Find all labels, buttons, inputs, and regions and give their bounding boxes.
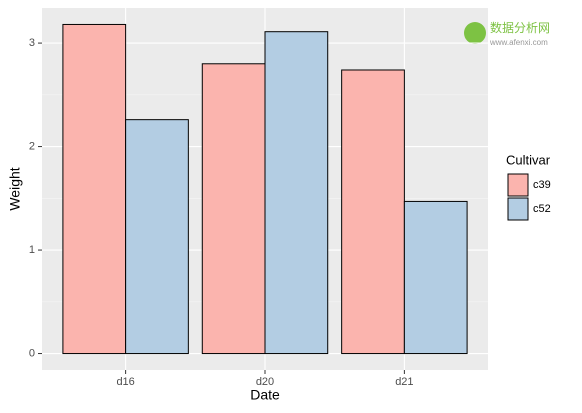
bar	[201, 63, 266, 355]
bar	[62, 23, 127, 355]
legend-key	[507, 173, 529, 197]
bar	[341, 69, 405, 355]
y-axis-title: Weight	[7, 167, 23, 210]
x-tick-label: d21	[395, 376, 413, 388]
legend-label: c39	[533, 179, 551, 191]
legend-label: c52	[533, 203, 551, 215]
y-tick-label: 3	[29, 37, 35, 49]
x-tick-label: d16	[116, 376, 134, 388]
bar	[264, 31, 329, 355]
legend-title: Cultivar	[506, 152, 551, 167]
x-axis-title: Date	[250, 387, 280, 403]
watermark-url: www.afenxi.com	[489, 38, 548, 47]
legend-key	[507, 197, 529, 221]
bar	[403, 200, 468, 355]
y-tick-label: 2	[29, 140, 35, 152]
y-tick-label: 0	[29, 347, 35, 359]
watermark-name: 数据分析网	[490, 20, 550, 35]
x-tick-label: d20	[256, 376, 274, 388]
watermark-logo	[464, 22, 486, 44]
y-tick-label: 1	[29, 244, 35, 256]
bar	[125, 119, 189, 355]
